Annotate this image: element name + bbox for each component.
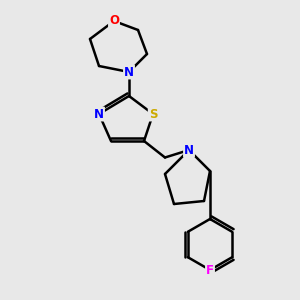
Text: N: N xyxy=(124,65,134,79)
Text: F: F xyxy=(206,263,214,277)
Text: N: N xyxy=(94,107,104,121)
Text: O: O xyxy=(109,14,119,28)
Text: S: S xyxy=(149,107,157,121)
Text: N: N xyxy=(184,143,194,157)
